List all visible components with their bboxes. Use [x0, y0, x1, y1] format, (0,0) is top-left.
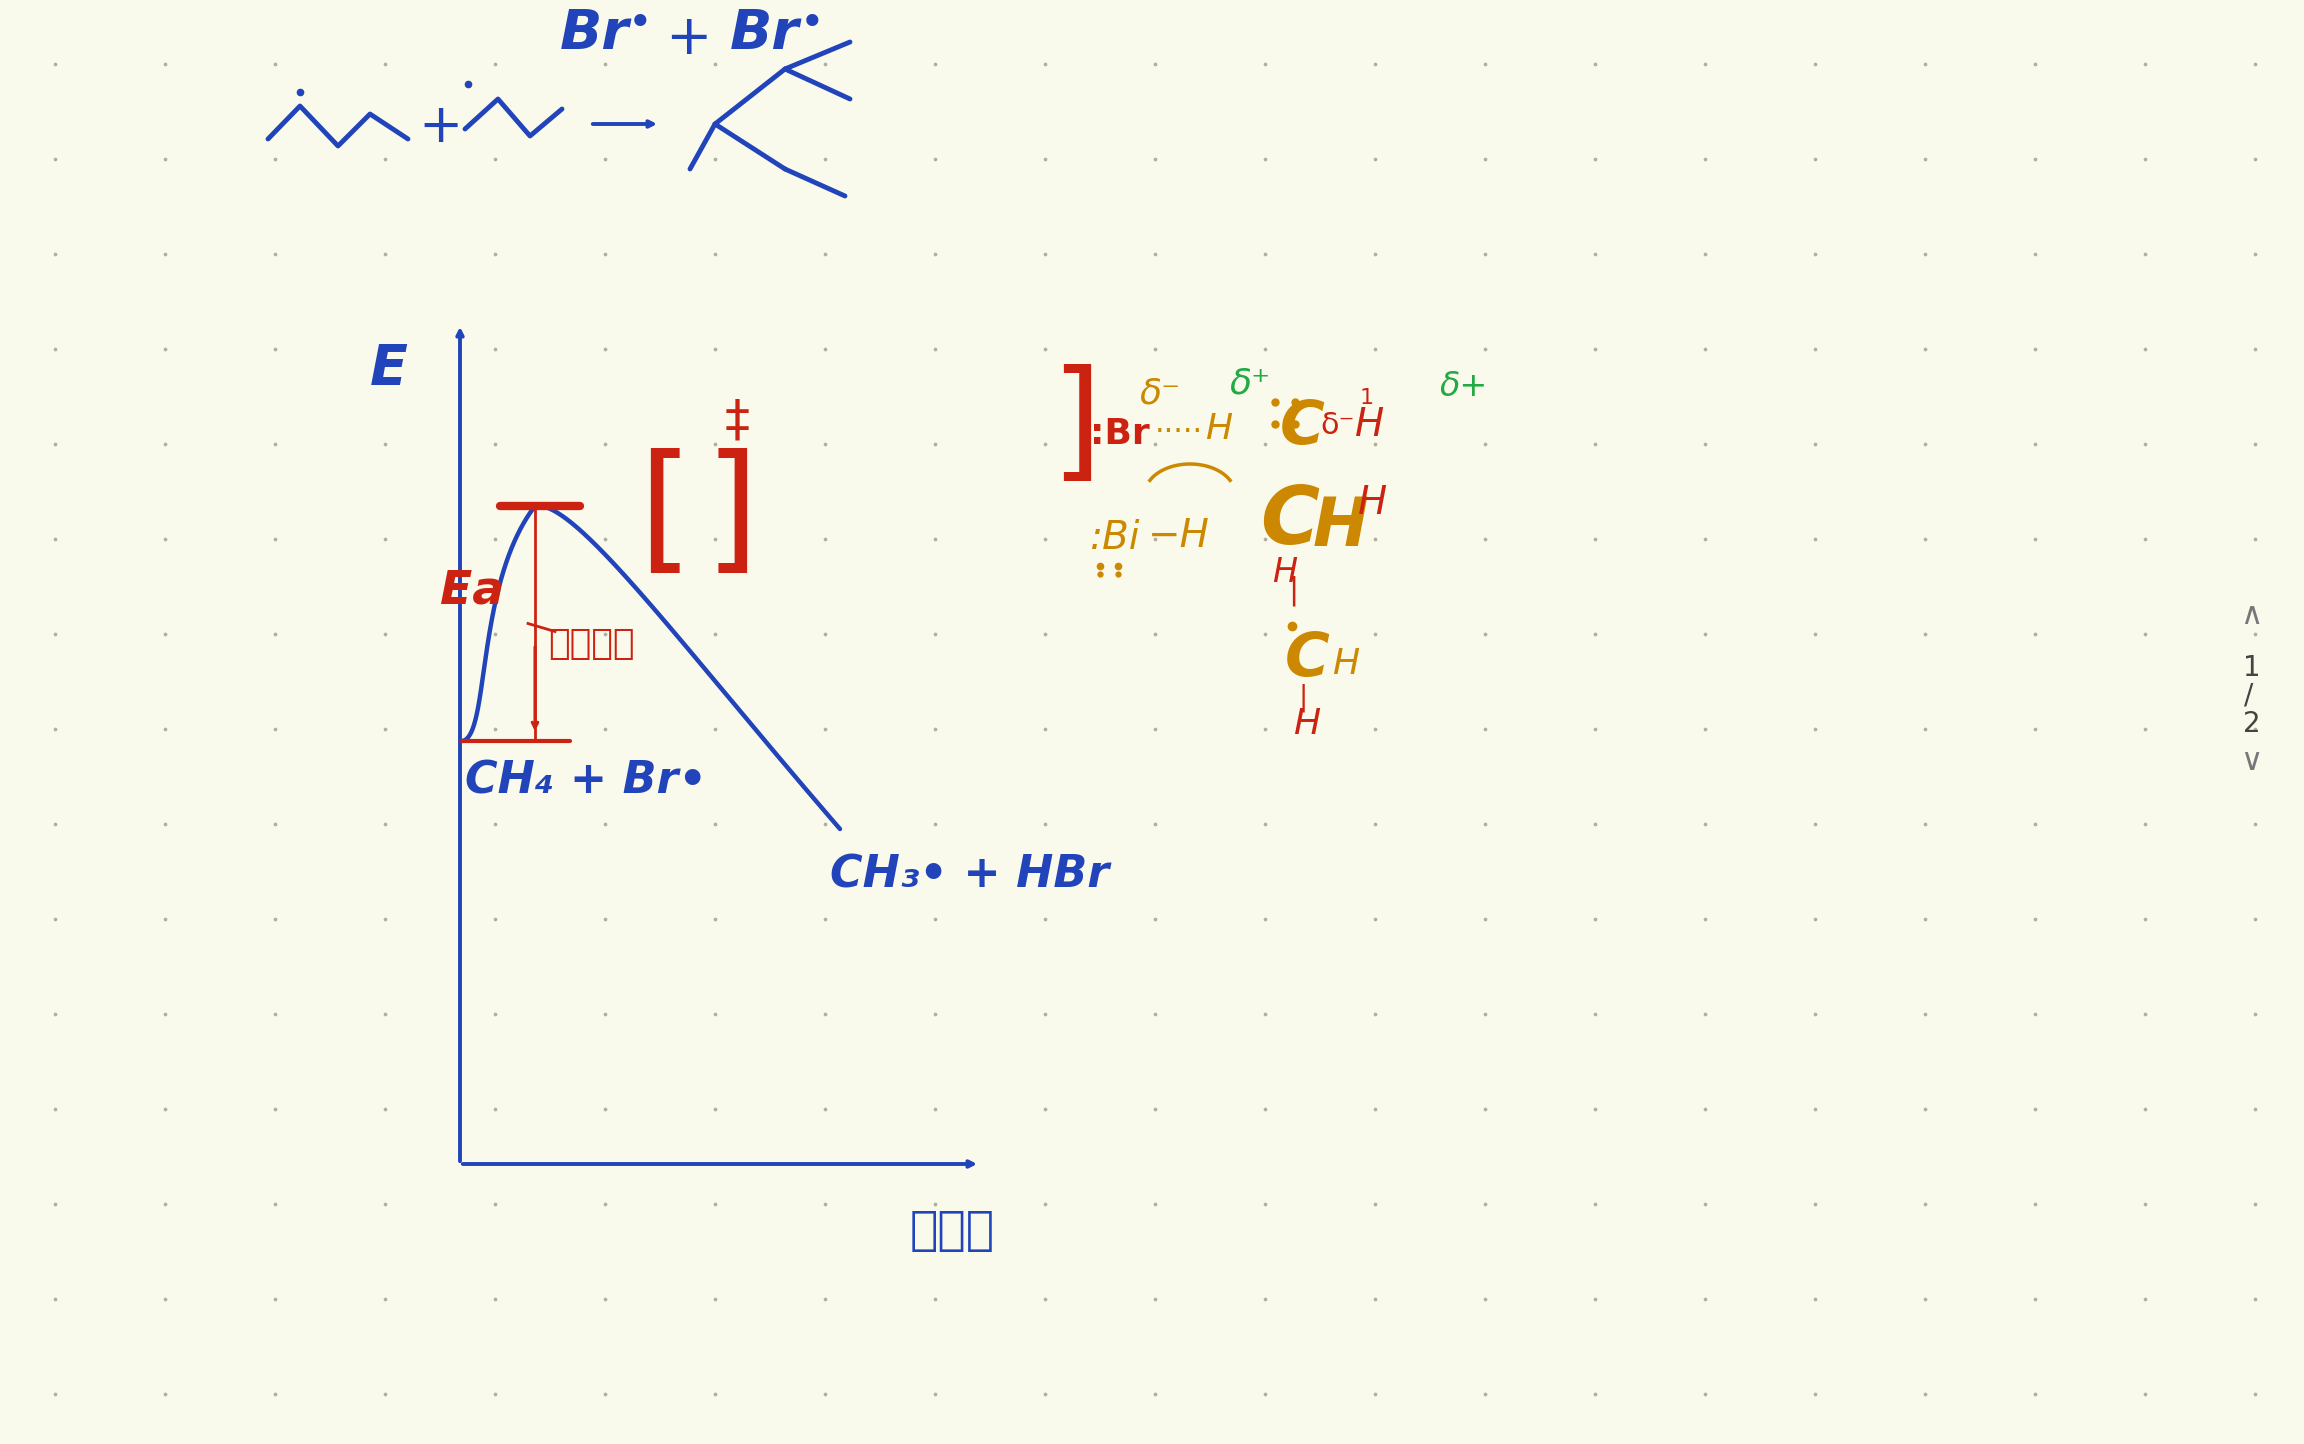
- Text: [: [: [638, 448, 691, 583]
- Text: ∨: ∨: [2239, 747, 2263, 775]
- Text: δ+: δ+: [1440, 370, 1488, 403]
- Text: |: |: [1297, 684, 1306, 712]
- Text: ]: ]: [705, 448, 758, 583]
- Text: |: |: [1288, 576, 1297, 606]
- Text: Ea: Ea: [440, 569, 505, 614]
- Text: CH₃• + HBr: CH₃• + HBr: [829, 853, 1108, 897]
- Text: δ⁻: δ⁻: [1140, 377, 1182, 412]
- Text: ·····: ·····: [1154, 417, 1203, 448]
- Text: −H: −H: [1147, 517, 1210, 554]
- Text: 2: 2: [2244, 710, 2260, 738]
- Text: H: H: [1357, 484, 1387, 521]
- Text: 1: 1: [2244, 654, 2260, 682]
- Text: :Br: :Br: [1090, 417, 1150, 451]
- Text: H: H: [1332, 647, 1359, 682]
- Text: H: H: [1272, 556, 1297, 589]
- Text: H: H: [1355, 406, 1385, 443]
- Text: /: /: [2244, 682, 2253, 710]
- Text: δ⁺: δ⁺: [1230, 367, 1272, 401]
- Text: ‡: ‡: [726, 396, 751, 443]
- Text: +: +: [666, 12, 712, 65]
- Text: 活化能．: 活化能．: [548, 627, 634, 661]
- Text: :Bi: :Bi: [1090, 518, 1140, 557]
- Text: C: C: [1281, 399, 1325, 456]
- Text: H: H: [1293, 708, 1320, 741]
- Text: C: C: [1286, 630, 1329, 689]
- Text: CH₄ + Br•: CH₄ + Br•: [465, 760, 707, 803]
- Text: •: •: [799, 3, 825, 45]
- Text: Br: Br: [730, 7, 799, 61]
- Text: 1: 1: [1359, 388, 1373, 409]
- Text: H: H: [1313, 494, 1369, 560]
- Text: C: C: [1260, 482, 1320, 562]
- Text: +: +: [417, 101, 463, 153]
- Text: ∧: ∧: [2239, 601, 2263, 630]
- Text: 进程量: 进程量: [910, 1209, 995, 1253]
- Text: H: H: [1205, 412, 1233, 446]
- Text: Br: Br: [560, 7, 629, 61]
- Text: E: E: [371, 342, 408, 396]
- Text: •: •: [629, 3, 652, 45]
- Text: δ⁻: δ⁻: [1320, 412, 1355, 440]
- Text: ]: ]: [1051, 364, 1101, 491]
